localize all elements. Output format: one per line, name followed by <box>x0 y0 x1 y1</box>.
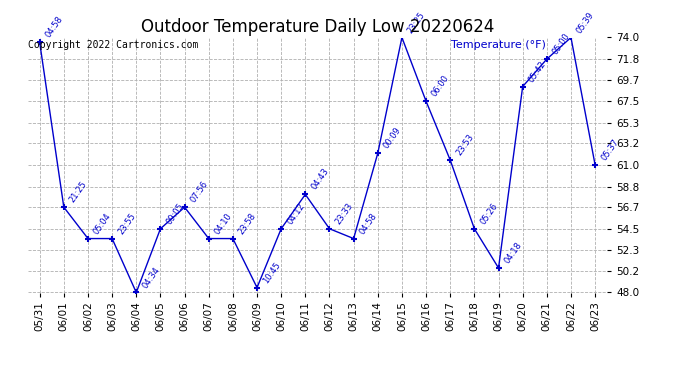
Text: 21:25: 21:25 <box>68 180 89 204</box>
Text: 05:42: 05:42 <box>527 59 548 84</box>
Text: 23:58: 23:58 <box>237 211 258 236</box>
Text: 04:58: 04:58 <box>358 211 379 236</box>
Text: 10:45: 10:45 <box>262 260 282 285</box>
Text: 04:18: 04:18 <box>503 240 524 265</box>
Text: 09:05: 09:05 <box>165 201 186 226</box>
Text: 06:00: 06:00 <box>431 74 451 99</box>
Text: 23:25: 23:25 <box>406 10 427 35</box>
Text: 07:56: 07:56 <box>189 180 210 204</box>
Text: 00:09: 00:09 <box>382 126 403 150</box>
Text: 04:12: 04:12 <box>286 201 306 226</box>
Text: 04:34: 04:34 <box>141 265 161 290</box>
Text: Temperature (°F): Temperature (°F) <box>451 40 546 50</box>
Text: 04:10: 04:10 <box>213 211 234 236</box>
Text: 05:00: 05:00 <box>551 32 572 56</box>
Text: 05:37: 05:37 <box>600 137 620 162</box>
Text: 04:43: 04:43 <box>310 167 331 192</box>
Title: Outdoor Temperature Daily Low 20220624: Outdoor Temperature Daily Low 20220624 <box>141 18 494 36</box>
Text: 23:55: 23:55 <box>117 211 137 236</box>
Text: 05:04: 05:04 <box>92 211 113 236</box>
Text: 23:33: 23:33 <box>334 201 355 226</box>
Text: Copyright 2022 Cartronics.com: Copyright 2022 Cartronics.com <box>28 40 199 50</box>
Text: 05:39: 05:39 <box>575 10 596 35</box>
Text: 23:53: 23:53 <box>455 132 475 158</box>
Text: 05:26: 05:26 <box>479 201 500 226</box>
Text: 04:58: 04:58 <box>44 15 65 40</box>
